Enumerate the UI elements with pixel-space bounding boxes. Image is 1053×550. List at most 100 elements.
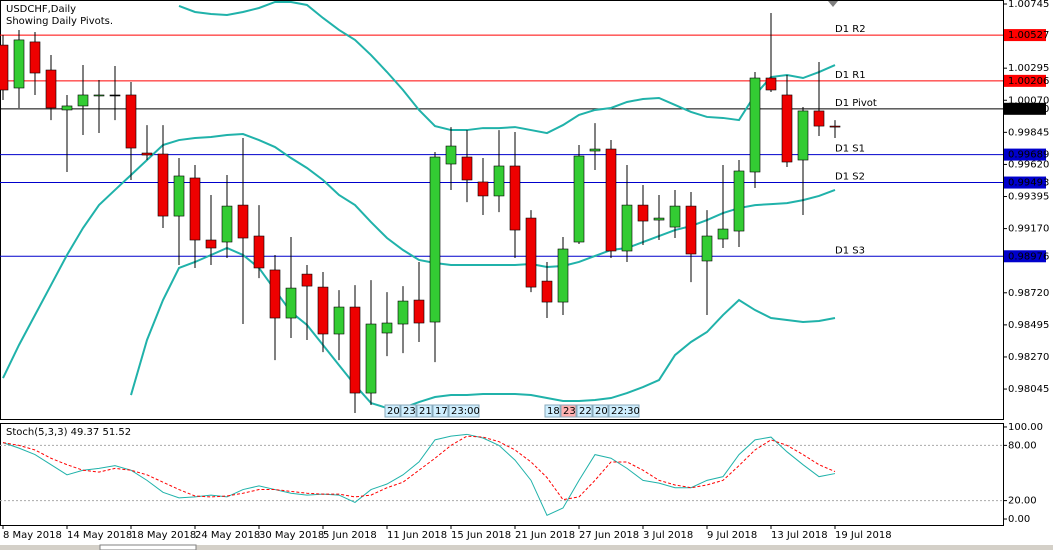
candle-body	[477, 181, 489, 197]
candle-body	[749, 77, 761, 173]
candle-body	[781, 94, 793, 163]
session-box	[448, 404, 480, 418]
x-tick-label: 18 May 2018	[131, 530, 196, 541]
pivot-name: D1 S3	[835, 245, 865, 256]
y-tick-label: 0.98720	[1008, 288, 1049, 299]
candle-body	[157, 153, 169, 217]
pivot-price-label: 1.00206	[1008, 76, 1049, 87]
session-box	[432, 404, 449, 418]
candle-body	[93, 94, 105, 97]
candle-body	[621, 204, 633, 252]
session-box	[384, 404, 401, 418]
session-box	[608, 404, 640, 418]
candle-body	[0, 44, 9, 91]
candle-body	[61, 105, 73, 111]
y-tick-label: 0.99170	[1008, 224, 1049, 235]
candle-body	[237, 204, 249, 239]
candle-body	[397, 300, 409, 325]
tab[interactable]	[99, 544, 197, 550]
pivot-name: D1 S2	[835, 172, 865, 183]
x-tick-label: 19 Jul 2018	[835, 530, 892, 541]
x-tick-label: 13 Jul 2018	[771, 530, 828, 541]
session-box	[560, 404, 577, 418]
chart-subtitle: Showing Daily Pivots.	[6, 16, 113, 27]
candle-body	[173, 175, 185, 217]
y-tick-label: 80.00	[1008, 440, 1037, 451]
session-label: 23:	[403, 406, 419, 417]
candle-body	[269, 269, 281, 319]
stoch-title: Stoch(5,3,3) 49.37 51.52	[6, 427, 131, 438]
candle-body	[29, 41, 41, 74]
x-tick-label: 14 May 2018	[67, 530, 132, 541]
session-label: 20:	[595, 406, 611, 417]
x-tick-label: 30 May 2018	[259, 530, 324, 541]
y-tick-label: 1.00070	[1008, 95, 1049, 106]
pivot-price-label: 0.99689	[1008, 150, 1049, 161]
pivot-price-label: 0.99493	[1008, 178, 1049, 189]
session-label: 18:	[547, 406, 563, 417]
pivot-price-label: 1.00527	[1008, 30, 1049, 41]
candle-body	[717, 228, 729, 240]
candle-body	[573, 155, 585, 243]
candle-body	[669, 205, 681, 228]
band-upper	[178, 1, 836, 135]
candle-body	[637, 204, 649, 222]
candle-body	[301, 273, 313, 287]
session-box	[416, 404, 433, 418]
candle-body	[429, 156, 441, 323]
x-tick-label: 8 May 2018	[3, 530, 62, 541]
candle-body	[413, 299, 425, 324]
candle-body	[13, 39, 25, 89]
x-tick-label: 15 Jun 2018	[451, 530, 511, 541]
band-middle	[2, 133, 836, 379]
candle-body	[493, 165, 505, 197]
x-tick-label: 21 Jun 2018	[515, 530, 575, 541]
candle-body	[541, 280, 553, 303]
y-tick-label: 0.98045	[1008, 384, 1049, 395]
y-tick-label: 1.00745	[1008, 0, 1049, 10]
candle-body	[589, 148, 601, 152]
y-tick-label: 100.00	[1008, 422, 1043, 433]
session-label: 22:	[579, 406, 595, 417]
candle-body	[685, 205, 697, 255]
candle-body	[605, 148, 617, 252]
candle-body	[733, 170, 745, 232]
y-tick-label: 0.99620	[1008, 159, 1049, 170]
candle-body	[797, 110, 809, 161]
candle-body	[77, 94, 89, 107]
candle-body	[317, 286, 329, 335]
candle-body	[461, 156, 473, 181]
main-panel	[0, 0, 1004, 420]
candle-body	[765, 77, 777, 91]
pivot-price-box	[1004, 102, 1046, 115]
candle-body	[829, 125, 841, 128]
stoch-line	[2, 435, 836, 501]
candle-body	[525, 217, 537, 288]
x-tick-label: 24 May 2018	[195, 530, 260, 541]
pivot-name: D1 S1	[835, 144, 865, 155]
pivot-price-box	[1004, 74, 1046, 87]
candle-body	[509, 165, 521, 231]
candle-body	[205, 239, 217, 249]
pivot-price-box	[1004, 29, 1046, 42]
candle-body	[365, 323, 377, 394]
candle-body	[253, 235, 265, 269]
pivot-price-box	[1004, 176, 1046, 189]
pivot-price-box	[1004, 148, 1046, 161]
pivot-price-box	[1004, 250, 1046, 263]
candle-body	[557, 248, 569, 303]
session-label: 17:	[435, 406, 451, 417]
stoch-panel	[0, 423, 1004, 526]
session-label: 20:	[387, 406, 403, 417]
candle-body	[285, 287, 297, 319]
candle-body	[381, 322, 393, 334]
y-tick-label: 0.98495	[1008, 320, 1049, 331]
pivot-name: D1 R2	[835, 24, 866, 35]
y-tick-label: 20.00	[1008, 496, 1037, 507]
y-tick-label: 0.00	[1008, 514, 1030, 525]
session-label: 23:	[563, 406, 579, 417]
pivot-price-label: 1.00010	[1008, 104, 1049, 115]
candle-body	[141, 152, 153, 156]
